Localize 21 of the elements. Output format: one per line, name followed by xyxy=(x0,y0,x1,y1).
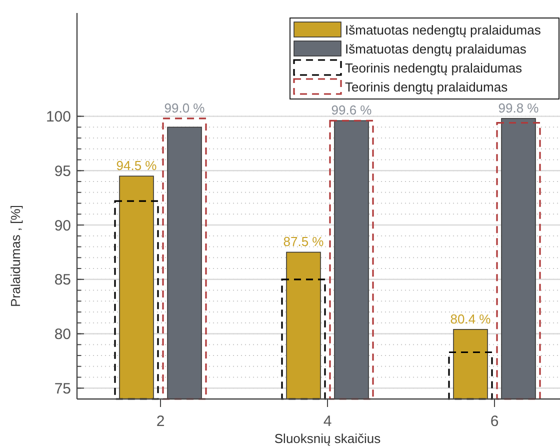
data-label: 94.5 % xyxy=(116,158,158,174)
data-label: 99.6 % xyxy=(331,102,372,118)
x-tick-label: 6 xyxy=(490,413,499,430)
legend-label: Išmatuotas dengtų pralaidumas xyxy=(345,42,527,57)
y-tick-label: 100 xyxy=(46,108,71,126)
y-axis-title: Pralaidumas , [%] xyxy=(8,205,23,307)
x-tick-label: 4 xyxy=(323,413,332,430)
y-tick-label: 85 xyxy=(54,272,71,289)
data-label: 99.0 % xyxy=(164,100,206,116)
y-tick-label: 75 xyxy=(54,380,71,398)
x-axis-title: Sluoksnių skaičius xyxy=(274,431,382,446)
data-label: 99.8 % xyxy=(498,100,540,116)
legend-label: Teorinis dengtų pralaidumas xyxy=(345,80,508,95)
legend-label: Išmatuotas nedengtų pralaidumas xyxy=(345,22,542,38)
legend-label: Teorinis nedengtų pralaidumas xyxy=(345,60,523,76)
y-tick-label: 80 xyxy=(54,326,71,344)
y-tick-label: 95 xyxy=(54,162,71,180)
data-label: 87.5 % xyxy=(283,234,324,250)
data-label: 80.4 % xyxy=(450,311,492,326)
x-tick-label: 2 xyxy=(156,413,165,430)
y-tick-label: 90 xyxy=(54,217,71,234)
